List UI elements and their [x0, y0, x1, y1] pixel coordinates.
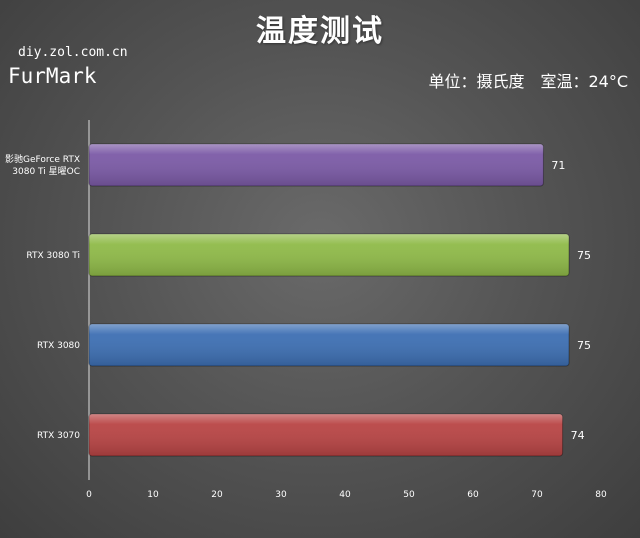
- x-tick-label-30: 30: [275, 490, 287, 500]
- category-label-2: RTX 3080: [37, 341, 80, 351]
- benchmark-name: FurMark: [8, 64, 97, 88]
- page-title: 温度测试: [256, 14, 384, 49]
- bar-shade-3: [89, 414, 563, 456]
- x-tick-label-40: 40: [339, 490, 351, 500]
- category-label-3: RTX 3070: [37, 431, 80, 441]
- unit-note: 单位：摄氏度 室温：24°C: [428, 72, 628, 91]
- x-tick-label-20: 20: [211, 490, 223, 500]
- watermark: diy.zol.com.cn: [18, 45, 128, 60]
- value-label-1: 75: [577, 249, 591, 262]
- x-tick-label-60: 60: [467, 490, 479, 500]
- x-tick-label-50: 50: [403, 490, 415, 500]
- x-tick-label-0: 0: [86, 490, 92, 500]
- bar-shade-1: [89, 234, 569, 276]
- category-label-1: RTX 3080 Ti: [26, 251, 80, 261]
- x-tick-label-80: 80: [595, 490, 607, 500]
- bar-shade-2: [89, 324, 569, 366]
- value-label-0: 71: [551, 159, 565, 172]
- x-tick-label-10: 10: [147, 490, 159, 500]
- value-label-3: 74: [571, 429, 585, 442]
- value-label-2: 75: [577, 339, 591, 352]
- category-label-0: 影驰GeForce RTX 3080 Ti 星曜OC: [5, 153, 80, 177]
- x-tick-label-70: 70: [531, 490, 543, 500]
- bar-shade-0: [89, 144, 544, 186]
